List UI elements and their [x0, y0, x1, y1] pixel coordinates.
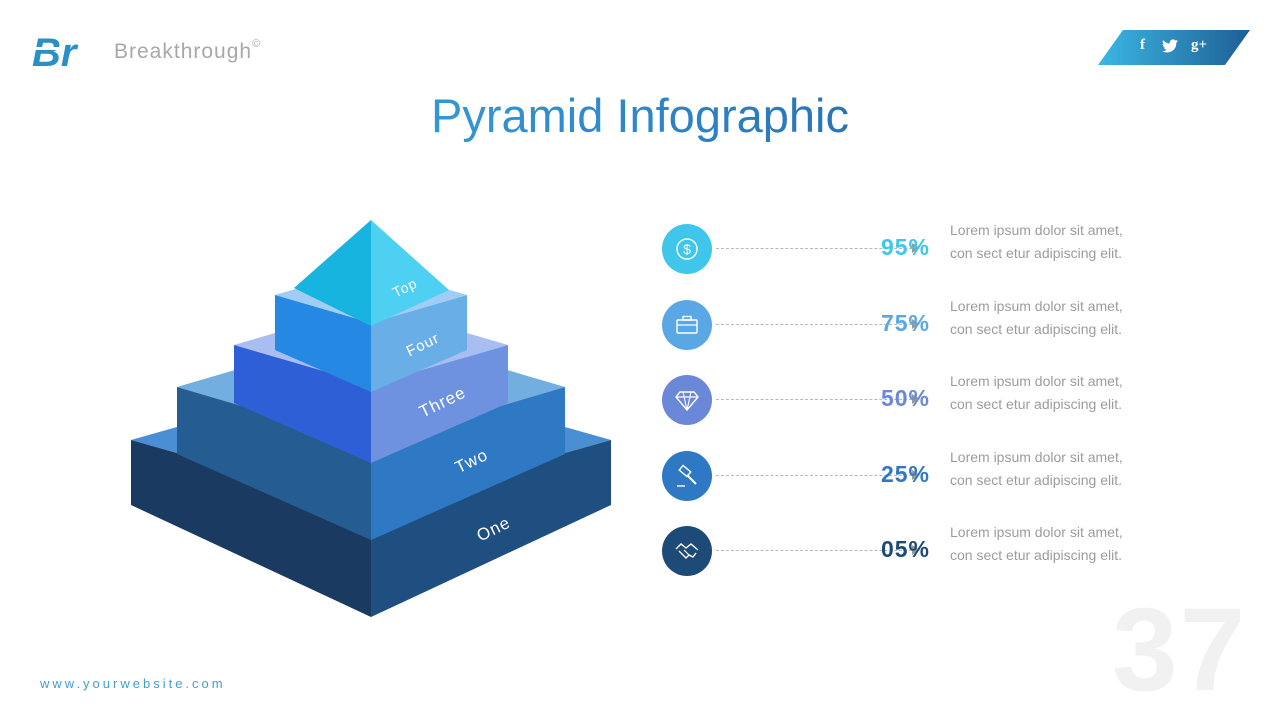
connector-line — [716, 399, 912, 400]
google-plus-icon[interactable]: g+ — [1191, 37, 1208, 53]
brand-name: Breakthrough© — [114, 38, 262, 63]
item-description: Lorem ipsum dolor sit amet, con sect etur… — [950, 222, 1123, 261]
item-description: Lorem ipsum dolor sit amet, con sect etur… — [950, 449, 1123, 488]
gavel-icon — [662, 451, 712, 501]
svg-text:$: $ — [683, 241, 691, 257]
diamond-icon — [662, 375, 712, 425]
page-title: Pyramid Infographic — [0, 88, 1280, 143]
connector-arrow-icon — [912, 545, 920, 555]
connector-line — [716, 475, 912, 476]
item-description: Lorem ipsum dolor sit amet, con sect etur… — [950, 524, 1123, 563]
percent-value: 95% — [880, 234, 930, 260]
connector-line — [716, 550, 912, 551]
facebook-icon[interactable]: f — [1140, 37, 1145, 53]
svg-text:Br: Br — [32, 31, 79, 72]
handshake-icon — [662, 526, 712, 576]
connector-arrow-icon — [912, 319, 920, 329]
dollar-icon: $ — [662, 224, 712, 274]
info-row-1: $ 95% Lorem ipsum dolor sit amet, con sec… — [660, 222, 1180, 276]
percent-value: 05% — [880, 536, 930, 562]
twitter-icon[interactable] — [1162, 37, 1178, 56]
info-row-5: 05% Lorem ipsum dolor sit amet, con sect … — [660, 524, 1180, 578]
page-number: 37 — [1112, 584, 1248, 716]
item-description: Lorem ipsum dolor sit amet, con sect etur… — [950, 298, 1123, 337]
info-row-4: 25% Lorem ipsum dolor sit amet, con sect … — [660, 449, 1180, 503]
connector-line — [716, 248, 912, 249]
info-row-2: 75% Lorem ipsum dolor sit amet, con sect … — [660, 298, 1180, 352]
connector-line — [716, 324, 912, 325]
website-link[interactable]: www.yourwebsite.com — [40, 676, 226, 691]
pyramid-diagram: One Two Three Four Top — [131, 220, 611, 617]
percent-value: 25% — [880, 461, 930, 487]
info-row-3: 50% Lorem ipsum dolor sit amet, con sect … — [660, 373, 1180, 427]
percent-value: 50% — [880, 385, 930, 411]
pyramid-level-top — [294, 220, 449, 326]
item-description: Lorem ipsum dolor sit amet, con sect etur… — [950, 373, 1123, 412]
briefcase-icon — [662, 300, 712, 350]
connector-arrow-icon — [912, 243, 920, 253]
connector-arrow-icon — [912, 470, 920, 480]
brand-logo: Br — [30, 31, 79, 72]
connector-arrow-icon — [912, 394, 920, 404]
percent-value: 75% — [880, 310, 930, 336]
